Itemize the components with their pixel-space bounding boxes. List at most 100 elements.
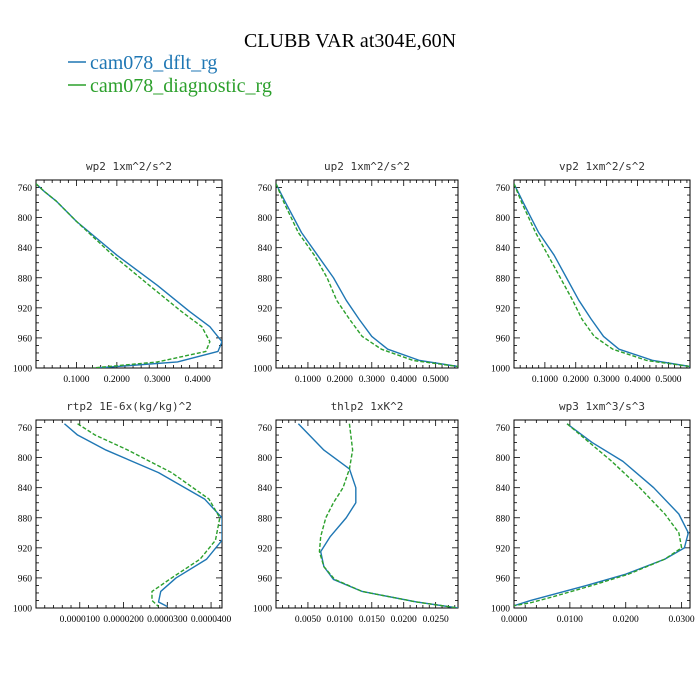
y-tick-label: 880 [496,274,511,284]
x-tick-label: 0.0100 [327,615,353,625]
series-line-dflt [36,183,222,368]
panel-title: thlp2 1xK^2 [331,400,404,413]
x-tick-label: 0.0000300 [147,615,188,625]
x-tick-label: 0.4000 [185,375,211,385]
plot-frame [513,179,691,369]
y-tick-label: 880 [18,514,33,524]
series-line-dflt [297,423,458,608]
y-tick-label: 760 [258,424,273,434]
panel-2: up2 1xm^2/s^2 760 800 840 880 920 960 1000 0.100… [253,160,459,385]
panel-4: rtp2 1E-6x(kg/kg)^2 760 800 840 880 920 960 100… [13,400,231,625]
panels-container: wp2 1xm^2/s^2 760 800 840 880 920 960 1000 0.100… [13,160,695,625]
x-tick-label: 0.3000 [594,375,620,385]
y-tick-label: 960 [18,574,33,584]
y-tick-label: 880 [496,514,511,524]
y-tick-label: 920 [258,304,273,314]
x-tick-label: 0.0150 [359,615,385,625]
panel-3: vp2 1xm^2/s^2 760 800 840 880 920 960 1000 0.100… [491,160,691,385]
y-tick-label: 840 [496,484,511,494]
plot-frame [35,419,223,609]
x-tick-label: 0.0200 [613,615,639,625]
y-tick-label: 920 [496,544,511,554]
x-tick-label: 0.0000100 [60,615,101,625]
series-line-diagnostic [36,183,211,368]
x-tick-label: 0.1000 [63,375,89,385]
y-tick-label: 760 [18,184,33,194]
series-line-diagnostic [276,183,458,368]
y-tick-label: 800 [18,454,33,464]
x-tick-label: 0.0300 [669,615,695,625]
x-tick-label: 0.2000 [327,375,353,385]
x-tick-label: 0.4000 [624,375,650,385]
y-tick-label: 840 [18,244,33,254]
panel-5: thlp2 1xK^2 760 800 840 880 920 960 1000 0.0050 0… [253,400,459,625]
y-tick-label: 800 [18,214,33,224]
y-tick-label: 880 [258,514,273,524]
y-tick-label: 800 [258,454,273,464]
panel-1: wp2 1xm^2/s^2 760 800 840 880 920 960 1000 0.100… [13,160,223,385]
x-tick-label: 0.5000 [423,375,449,385]
y-tick-label: 920 [258,544,273,554]
x-tick-label: 0.3000 [359,375,385,385]
legend-label-diagnostic: cam078_diagnostic_rg [90,75,272,97]
y-tick-label: 800 [496,214,511,224]
x-tick-label: 0.0100 [557,615,583,625]
y-tick-label: 760 [496,184,511,194]
y-tick-label: 880 [18,274,33,284]
series-line-dflt [276,183,458,368]
y-tick-label: 920 [18,544,33,554]
y-tick-label: 920 [496,304,511,314]
y-tick-label: 1000 [253,605,272,615]
y-tick-label: 880 [258,274,273,284]
y-tick-label: 920 [18,304,33,314]
y-tick-label: 840 [258,244,273,254]
x-tick-label: 0.2000 [104,375,130,385]
series-line-dflt [514,423,690,607]
y-tick-label: 1000 [13,605,32,615]
x-tick-label: 0.5000 [655,375,681,385]
y-tick-label: 960 [258,574,273,584]
y-tick-label: 800 [496,454,511,464]
series-line-dflt [514,183,690,368]
x-tick-label: 0.4000 [391,375,417,385]
plot-frame [275,179,459,369]
y-tick-label: 760 [18,424,33,434]
y-tick-label: 800 [258,214,273,224]
y-tick-label: 760 [496,424,511,434]
figure-title: CLUBB VAR at304E,60N [244,30,456,52]
plot-frame [513,419,691,609]
panel-title: wp2 1xm^2/s^2 [86,160,172,173]
panel-title: vp2 1xm^2/s^2 [559,160,645,173]
series-line-dflt [63,423,222,608]
y-tick-label: 760 [258,184,273,194]
x-tick-label: 0.0000400 [191,615,232,625]
legend: cam078_dflt_rg cam078_diagnostic_rg [68,52,272,97]
x-tick-label: 0.0000200 [103,615,144,625]
panel-title: rtp2 1E-6x(kg/kg)^2 [66,400,192,413]
legend-label-dflt: cam078_dflt_rg [90,52,217,74]
y-tick-label: 840 [496,244,511,254]
panel-title: wp3 1xm^3/s^3 [559,400,645,413]
y-tick-label: 840 [18,484,33,494]
x-tick-label: 0.2000 [563,375,589,385]
series-line-diagnostic [514,423,683,607]
x-tick-label: 0.0250 [423,615,449,625]
y-tick-label: 960 [496,334,511,344]
x-tick-label: 0.3000 [144,375,170,385]
series-line-diagnostic [514,183,690,368]
y-tick-label: 1000 [253,365,272,375]
y-tick-label: 960 [258,334,273,344]
y-tick-label: 1000 [13,365,32,375]
x-tick-label: 0.0000 [501,615,527,625]
plot-frame [35,179,223,369]
series-line-diagnostic [77,423,221,608]
y-tick-label: 840 [258,484,273,494]
panel-6: wp3 1xm^3/s^3 760 800 840 880 920 960 10000.000… [491,400,695,625]
panel-title: up2 1xm^2/s^2 [324,160,410,173]
y-tick-label: 960 [496,574,511,584]
y-tick-label: 960 [18,334,33,344]
x-tick-label: 0.1000 [295,375,321,385]
series-line-diagnostic [318,423,458,608]
x-tick-label: 0.1000 [532,375,558,385]
